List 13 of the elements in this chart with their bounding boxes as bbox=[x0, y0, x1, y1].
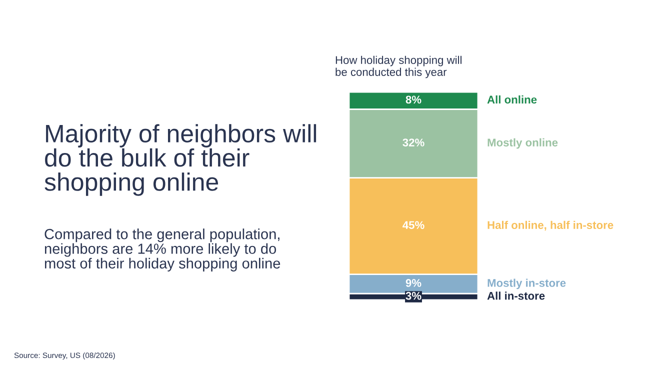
series-label: Mostly online bbox=[488, 138, 558, 149]
text: Compared to the general population, neighbors are 14% more likely to do most of their holiday shopping online bbox=[44, 228, 280, 272]
data-label: 9% bbox=[406, 279, 422, 287]
data-label: 8% bbox=[406, 96, 422, 104]
series-label: All in-store bbox=[487, 292, 545, 300]
text: How holiday shopping will be conducted this year bbox=[336, 56, 462, 78]
series-label: Mostly in-store bbox=[488, 278, 566, 290]
series-label: Half online, half in-store bbox=[488, 220, 614, 231]
data-label: 32% bbox=[402, 138, 424, 146]
data-label: 45% bbox=[402, 221, 424, 230]
text: Majority of neighbors will do the bulk of their shopping online bbox=[44, 124, 316, 196]
data-label: 3% bbox=[406, 292, 422, 300]
series-label: All online bbox=[487, 95, 537, 104]
